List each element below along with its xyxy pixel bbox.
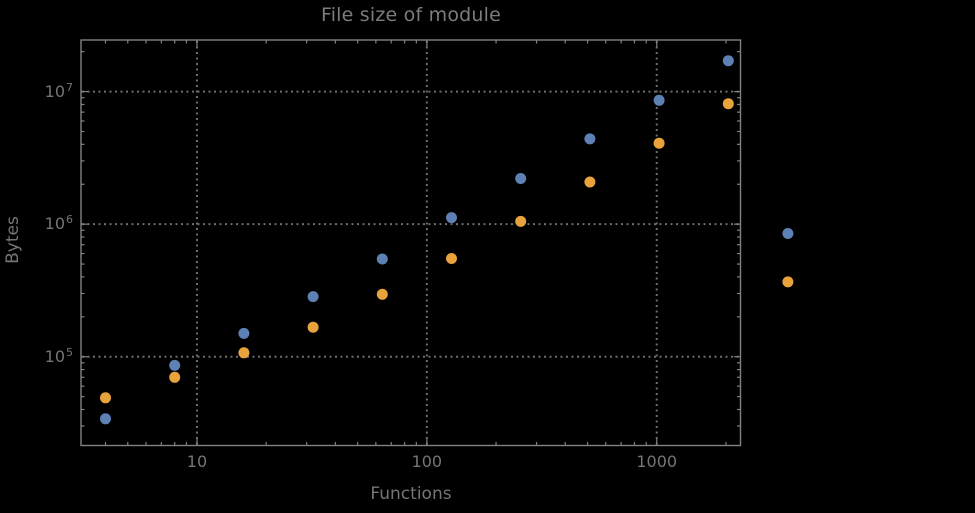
data-point bbox=[376, 253, 388, 265]
data-point bbox=[238, 327, 250, 339]
data-point bbox=[515, 215, 527, 227]
data-point bbox=[653, 137, 665, 149]
data-point bbox=[782, 228, 794, 239]
data-point bbox=[169, 371, 181, 383]
axis-ticks bbox=[81, 40, 741, 446]
data-point bbox=[446, 253, 457, 264]
data-point bbox=[782, 276, 794, 288]
data-point bbox=[722, 98, 734, 110]
data-point bbox=[169, 359, 181, 371]
data-point bbox=[376, 288, 388, 300]
data-point bbox=[515, 173, 527, 184]
gridlines bbox=[82, 41, 740, 445]
y-tick-label-10^7: 107 bbox=[44, 80, 73, 101]
data-point bbox=[584, 176, 596, 188]
y-tick-label-10^6: 106 bbox=[44, 213, 73, 234]
y-tick-label-10^5: 105 bbox=[44, 345, 73, 366]
data-point bbox=[307, 321, 319, 333]
data-point bbox=[584, 133, 596, 145]
y-axis-label: Bytes bbox=[3, 216, 23, 264]
x-tick-label-10: 10 bbox=[186, 452, 208, 471]
plot-frame bbox=[80, 39, 742, 447]
data-point bbox=[238, 347, 250, 359]
x-tick-label-1000: 1000 bbox=[636, 452, 678, 471]
data-point bbox=[100, 413, 111, 425]
data-point bbox=[653, 94, 665, 106]
series-blue-points bbox=[100, 55, 794, 425]
data-point bbox=[307, 291, 319, 303]
data-point bbox=[446, 212, 457, 224]
data-point bbox=[722, 55, 734, 67]
chart-title: File size of module bbox=[320, 4, 502, 26]
data-point bbox=[100, 392, 111, 404]
series-orange-points bbox=[100, 98, 794, 404]
x-tick-label-100: 100 bbox=[411, 452, 443, 471]
x-axis-label: Functions bbox=[370, 484, 452, 504]
